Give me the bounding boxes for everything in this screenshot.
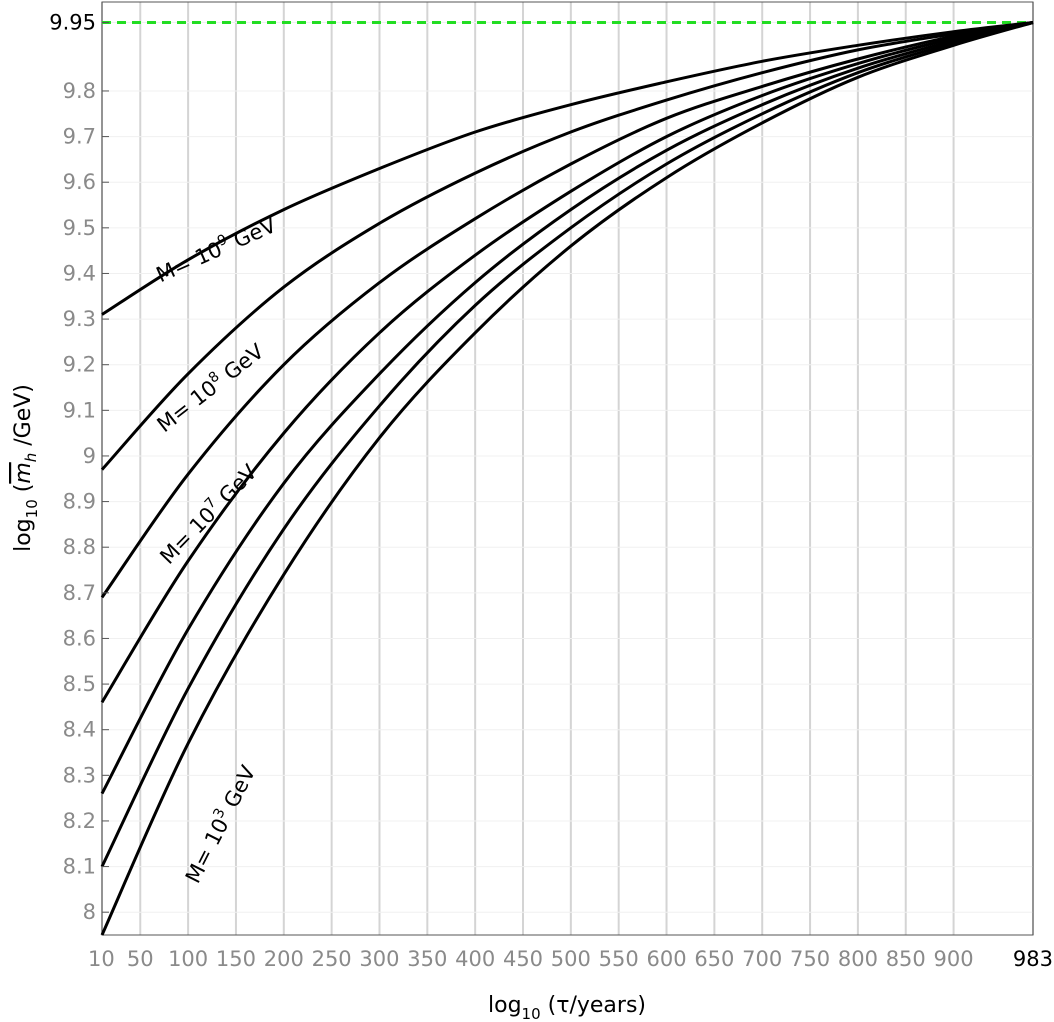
- y-tick-label: 9.3: [63, 307, 96, 331]
- x-tick-label: 250: [312, 947, 352, 971]
- x-tick-label: 650: [694, 947, 734, 971]
- x-tick-label: 900: [934, 947, 974, 971]
- x-tick-label: 50: [127, 947, 154, 971]
- y-tick-label: 9.1: [63, 398, 96, 422]
- series-line-5: [100, 21, 1034, 795]
- y-tick-label: 8.8: [63, 535, 96, 559]
- x-tick-label: 300: [359, 947, 399, 971]
- x-tick-label: 850: [886, 947, 926, 971]
- x-tick-label: 600: [646, 947, 686, 971]
- x-tick-label: 400: [455, 947, 495, 971]
- y-tick-label: 8.2: [63, 809, 96, 833]
- x-tick-label: 550: [599, 947, 639, 971]
- y-tick-label: 9: [83, 444, 96, 468]
- y-axis-label: log10 (mh /GeV): [11, 384, 41, 552]
- x-tick-label: 100: [168, 947, 208, 971]
- series-line-4: [100, 21, 1034, 704]
- x-tick-label: 350: [407, 947, 447, 971]
- x-tick-label: 150: [216, 947, 256, 971]
- y-tick-label: 8.7: [63, 581, 96, 605]
- y-tick-label: 8: [83, 900, 96, 924]
- y-axis-ticks: 8 8.1 8.2 8.3 8.4 8.5 8.6 8.7 8.8 8.9 9 9.1 9.2 9.3 9.…: [49, 11, 109, 924]
- series-line-2: [100, 21, 1034, 471]
- x-tick-label: 200: [264, 947, 304, 971]
- curve-label: M= 103 GeV: [179, 760, 261, 887]
- y-tick-label: 8.6: [63, 626, 96, 650]
- series-line-1: [101, 21, 1034, 316]
- y-tick-label: 9.4: [63, 261, 96, 285]
- y-tick-label: 8.9: [63, 490, 96, 514]
- y-tick-label: 9.95: [49, 11, 96, 35]
- x-tick-label: 800: [838, 947, 878, 971]
- x-tick-label: 10: [88, 947, 115, 971]
- x-tick-label: 750: [790, 947, 830, 971]
- y-tick-label: 8.5: [63, 672, 96, 696]
- series-line-3: [100, 21, 1034, 599]
- y-tick-label: 8.4: [63, 718, 96, 742]
- curves: [100, 21, 1034, 936]
- y-tick-label: 8.3: [63, 763, 96, 787]
- series-line-6: [100, 21, 1034, 868]
- x-tick-label: 983: [1013, 947, 1053, 971]
- x-axis-ticks: 10 50 100 150 200 250 300 350 400 450 500 550 600 650…: [88, 947, 1053, 971]
- y-tick-label: 9.2: [63, 353, 96, 377]
- curve-label: M= 109 GeV: [152, 211, 280, 287]
- grid: [101, 2, 1034, 935]
- x-tick-label: 500: [551, 947, 591, 971]
- y-tick-label: 9.7: [63, 125, 96, 149]
- x-tick-label: 450: [503, 947, 543, 971]
- y-tick-label: 9.6: [63, 170, 96, 194]
- y-tick-label: 8.1: [63, 855, 96, 879]
- series-line-7: [100, 21, 1034, 936]
- x-tick-label: 700: [742, 947, 782, 971]
- y-tick-label: 9.5: [63, 216, 96, 240]
- curve-label: M= 107 GeV: [154, 458, 262, 569]
- x-axis-label: log10 (τ/years): [488, 993, 646, 1022]
- y-tick-label: 9.8: [63, 79, 96, 103]
